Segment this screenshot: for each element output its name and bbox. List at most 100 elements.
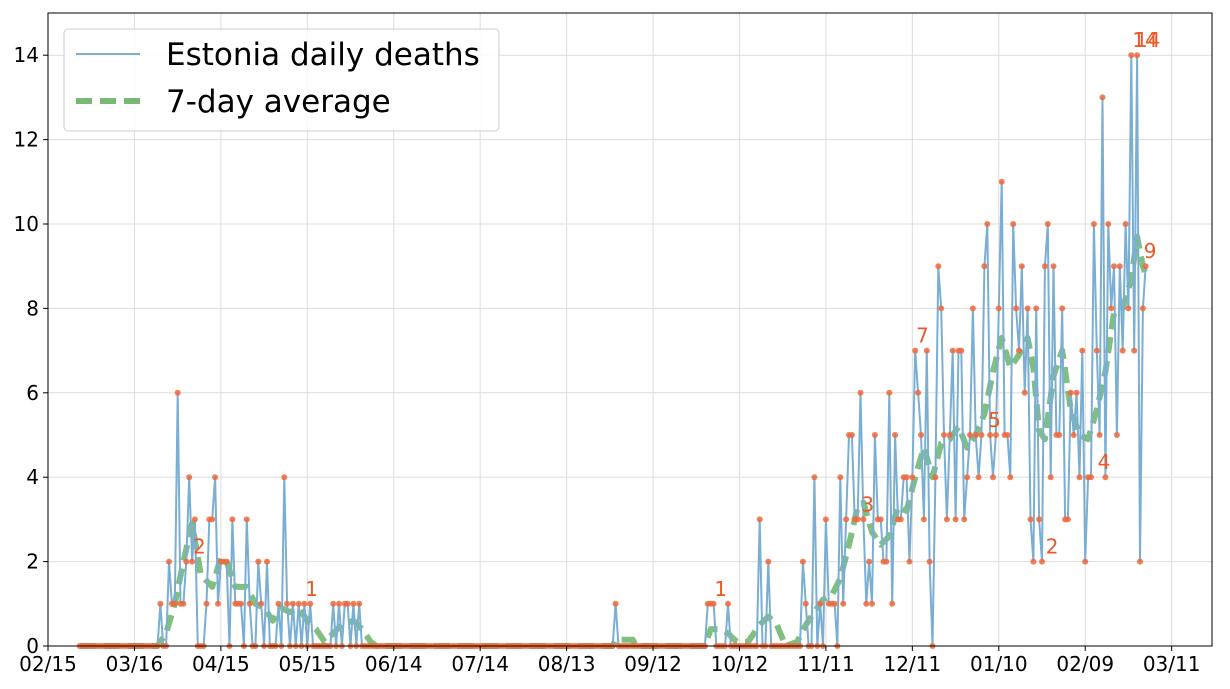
daily-point [1041,263,1048,270]
daily-point [946,432,953,438]
daily-point [941,432,947,438]
daily-point [1059,305,1066,312]
daily-point [935,263,942,270]
daily-point [1122,221,1129,227]
annotation-label: 4 [1098,450,1111,474]
annotation-label: 1 [714,577,727,601]
daily-point [183,558,190,565]
daily-point [307,600,314,607]
daily-point [978,432,985,438]
daily-point [854,516,861,523]
daily-point [1125,305,1132,312]
daily-point [871,432,878,438]
daily-point [255,558,262,565]
daily-point [958,347,965,354]
x-tick-label: 04/15 [192,652,250,676]
daily-point [1030,558,1037,565]
plot-frame [47,12,1213,647]
daily-point [725,600,731,607]
daily-point [1024,305,1031,312]
y-tick-label: 10 [14,212,39,236]
y-tick-label: 6 [26,381,39,405]
daily-point [964,474,971,481]
daily-point [212,474,219,481]
annotation-label: 14 [1135,28,1160,52]
x-tick-label: 09/12 [624,652,682,676]
x-tick-label: 11/11 [797,652,855,676]
daily-point [967,432,973,438]
x-tick-label: 12/11 [884,652,942,676]
daily-point [284,600,291,607]
daily-point [1088,474,1094,481]
x-tick-label: 05/15 [278,652,336,676]
daily-point [840,600,847,607]
daily-point [186,474,193,481]
daily-point [1064,516,1071,523]
daily-point [1004,432,1011,438]
daily-point [848,432,855,438]
daily-point [889,600,896,607]
daily-point [1036,516,1043,523]
daily-point [209,516,216,523]
y-tick-label: 8 [26,296,39,320]
legend: Estonia daily deaths 7-day average [63,28,500,132]
daily-point [1018,263,1025,270]
daily-point [1073,389,1080,396]
daily-point [243,516,250,523]
daily-point [998,178,1005,185]
daily-point [295,600,302,607]
daily-point [843,516,850,523]
daily-point [275,600,282,607]
daily-point [710,600,717,607]
daily-point [1142,263,1149,270]
daily-point [1044,221,1051,227]
daily-point [984,221,991,227]
daily-point [1067,389,1074,396]
daily-points [76,52,1149,649]
daily-point [1116,263,1123,270]
daily-point [1039,558,1045,565]
daily-point [238,600,244,607]
daily-point [857,389,864,396]
daily-point [1056,432,1063,438]
daily-point [1079,347,1086,354]
daily-point [969,305,976,312]
annotation-label: 2 [1046,535,1059,559]
x-tick-label: 08/13 [538,652,596,676]
daily-point [822,516,829,523]
daily-line [79,54,1147,647]
daily-point [932,474,939,481]
daily-point [923,347,930,354]
y-tick-label: 12 [14,128,39,152]
daily-point [1016,347,1022,354]
daily-point [1010,221,1017,227]
daily-point [903,474,910,481]
daily-point [301,600,308,607]
daily-point [264,558,270,565]
y-tick-label: 0 [26,634,39,658]
daily-point [831,600,838,607]
daily-point [612,600,619,607]
x-tick-label: 02/15 [19,652,77,676]
daily-point [920,516,927,523]
legend-box [63,28,500,132]
daily-point [981,263,988,270]
daily-point [987,432,994,438]
daily-point [229,516,236,523]
y-tick-label: 2 [26,550,39,574]
daily-point [258,600,265,607]
daily-point [1137,558,1143,565]
daily-point [1013,305,1020,312]
daily-point [877,516,884,523]
daily-point [1076,474,1083,481]
daily-point [975,474,982,481]
daily-point [837,474,844,481]
daily-point [952,516,959,523]
x-tick-label: 06/14 [365,652,423,676]
daily-point [961,516,968,523]
daily-point [344,600,351,607]
daily-point [1111,263,1117,270]
daily-point [1099,94,1106,101]
daily-point [915,389,922,396]
